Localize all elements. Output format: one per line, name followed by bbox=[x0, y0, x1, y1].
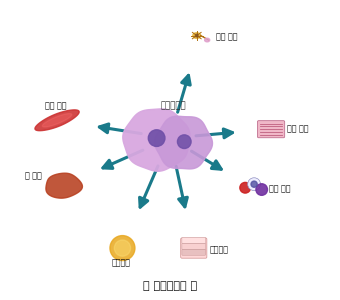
Text: 【 조혈모세포 】: 【 조혈모세포 】 bbox=[143, 281, 197, 291]
Text: 심장 조직: 심장 조직 bbox=[287, 125, 309, 134]
Text: 근육 조직: 근육 조직 bbox=[45, 101, 66, 110]
Circle shape bbox=[256, 184, 268, 195]
Circle shape bbox=[248, 178, 260, 190]
Text: 간 조직: 간 조직 bbox=[26, 172, 42, 181]
Circle shape bbox=[251, 181, 257, 187]
FancyBboxPatch shape bbox=[257, 121, 285, 138]
Circle shape bbox=[195, 34, 198, 37]
FancyBboxPatch shape bbox=[182, 243, 206, 249]
Circle shape bbox=[148, 130, 165, 146]
Polygon shape bbox=[46, 173, 82, 198]
Polygon shape bbox=[35, 110, 79, 131]
Text: 상피세포: 상피세포 bbox=[210, 245, 229, 254]
Circle shape bbox=[177, 135, 191, 148]
FancyBboxPatch shape bbox=[182, 249, 206, 255]
Circle shape bbox=[114, 240, 131, 256]
Text: 조혈모세포: 조혈모세포 bbox=[160, 101, 186, 110]
Polygon shape bbox=[154, 116, 212, 169]
FancyBboxPatch shape bbox=[181, 238, 207, 258]
Text: 신경 조직: 신경 조직 bbox=[216, 33, 238, 42]
Ellipse shape bbox=[205, 38, 210, 42]
Circle shape bbox=[240, 182, 251, 193]
Ellipse shape bbox=[193, 33, 201, 38]
FancyBboxPatch shape bbox=[182, 237, 206, 243]
Text: 혈구 세포: 혈구 세포 bbox=[269, 184, 290, 193]
Circle shape bbox=[110, 236, 135, 261]
Text: 지방세포: 지방세포 bbox=[112, 258, 131, 267]
Polygon shape bbox=[123, 109, 190, 171]
Polygon shape bbox=[42, 114, 72, 127]
